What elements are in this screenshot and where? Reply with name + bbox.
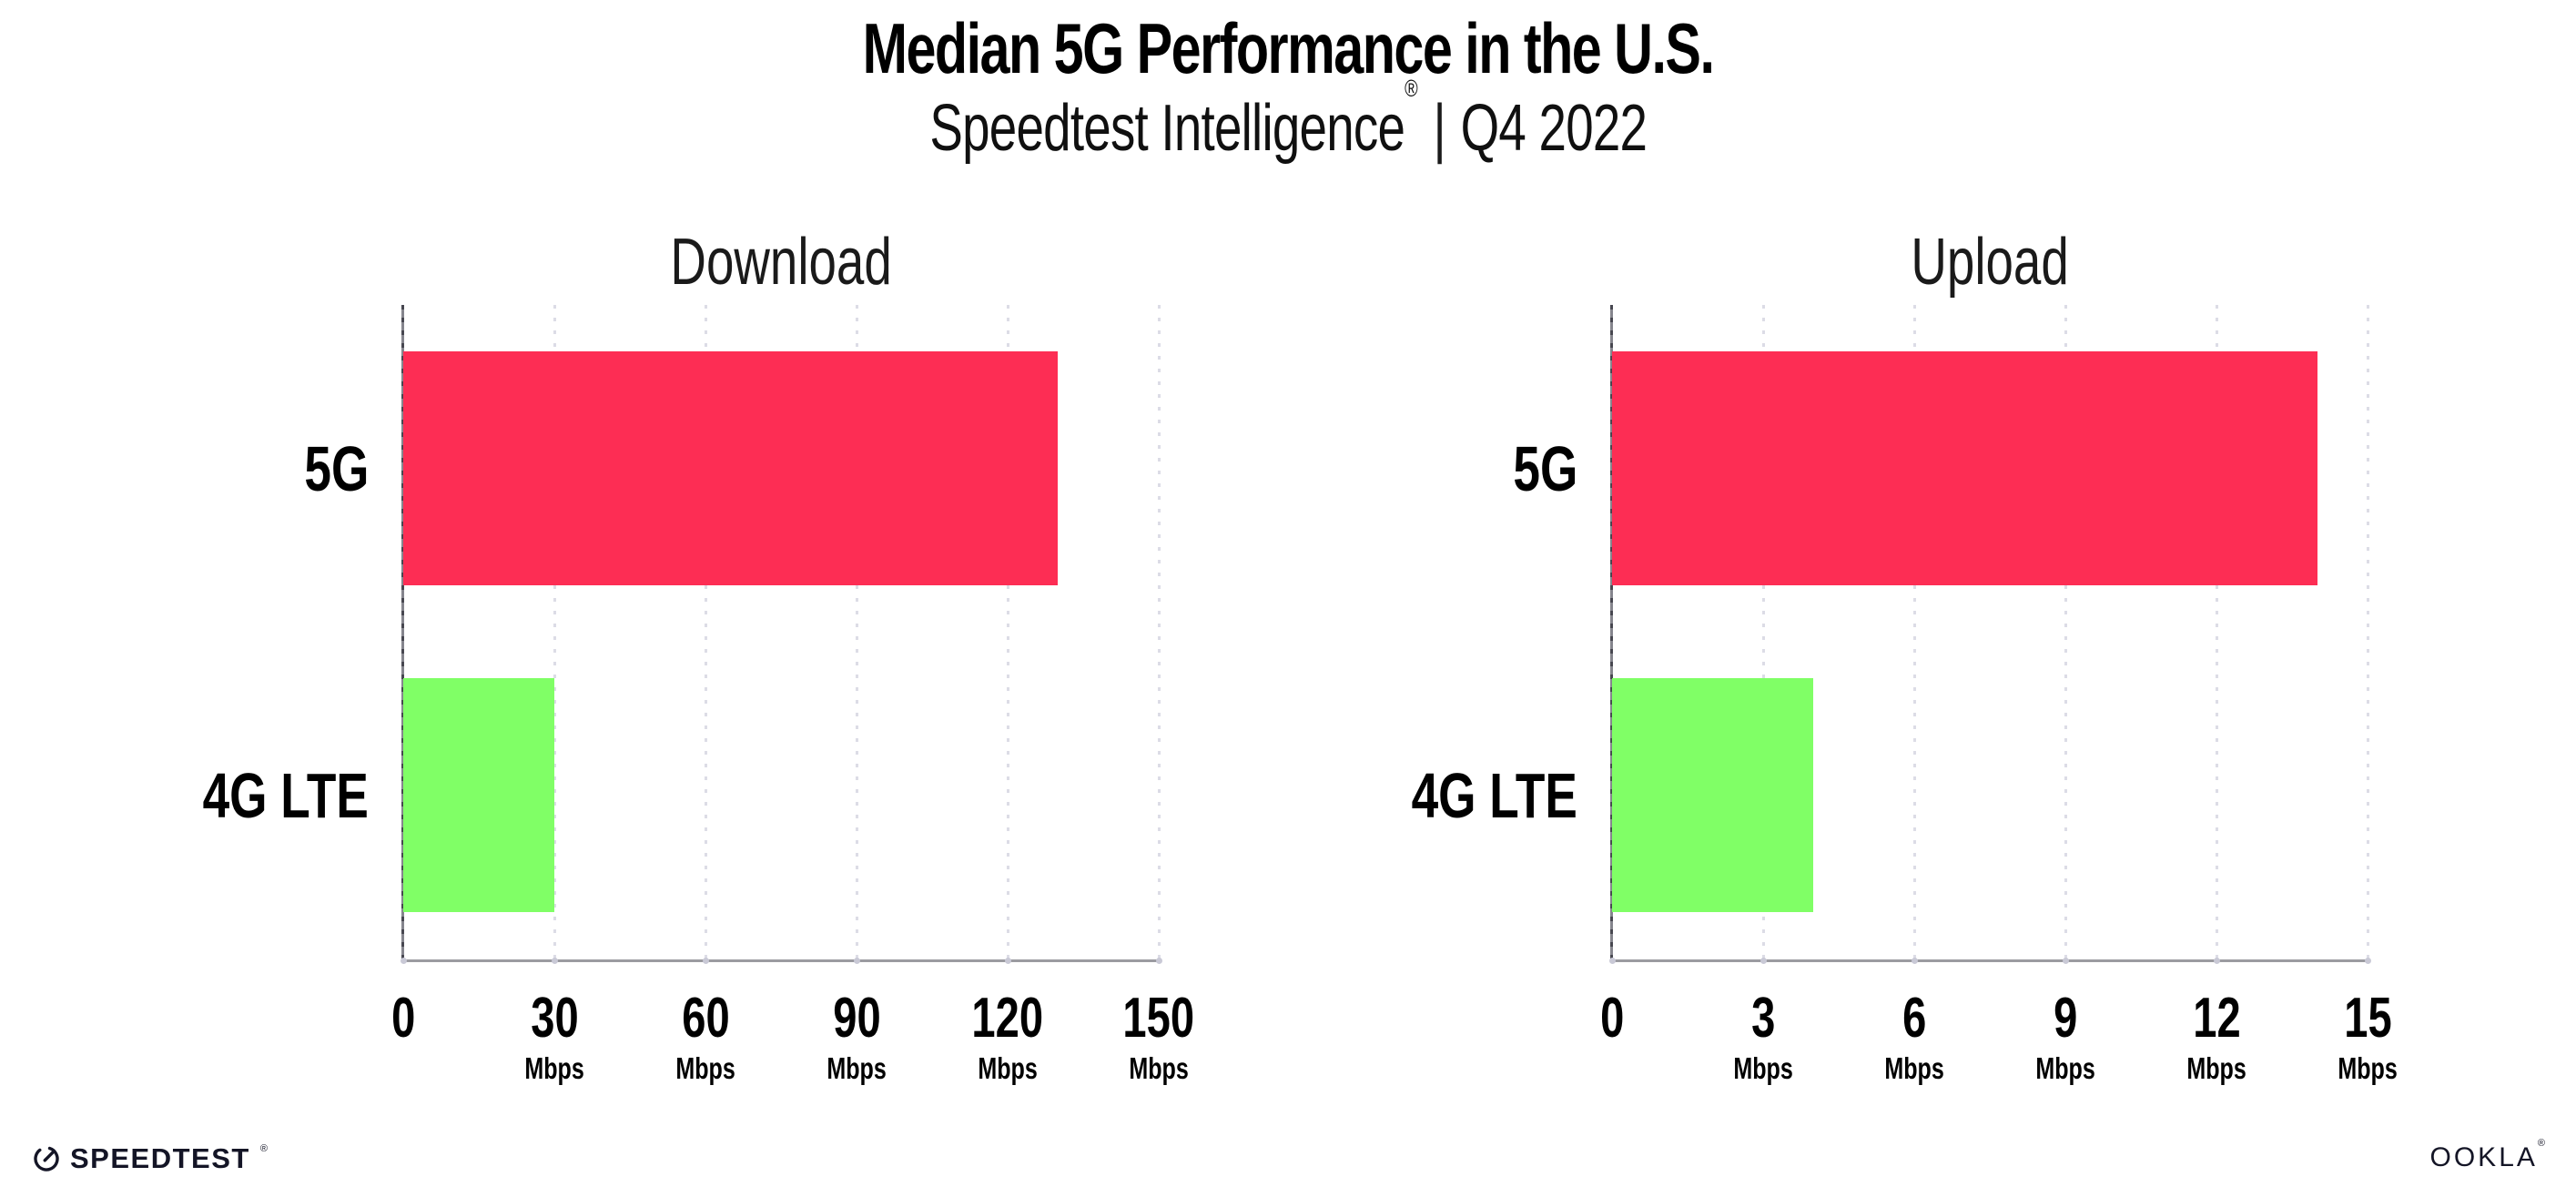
- x-tick-60: 60 Mbps: [596, 989, 815, 1084]
- registered-trademark-icon: ®: [1404, 75, 1418, 102]
- registered-trademark-icon: ®: [2537, 1138, 2545, 1149]
- ookla-logo: OOKLA®: [2429, 1138, 2545, 1173]
- x-tick-label: 90: [832, 987, 881, 1050]
- subtitle-separator: |: [1433, 92, 1445, 165]
- axis-tick-dot: [854, 958, 860, 964]
- x-tick-label: 9: [2053, 987, 2078, 1050]
- speedtest-logo-text: SPEEDTEST: [70, 1142, 250, 1174]
- subtitle-brand: Speedtest Intelligence: [929, 92, 1405, 165]
- x-tick-0: 0: [294, 989, 512, 1048]
- x-tick-unit-label: Mbps: [827, 1051, 887, 1085]
- x-tick-6: 6 Mbps: [1805, 989, 2023, 1084]
- x-tick-0: 0: [1503, 989, 1721, 1048]
- x-tick-label: 3: [1750, 987, 1776, 1050]
- x-axis-line: [401, 959, 1161, 962]
- x-tick-unit-label: Mbps: [2186, 1051, 2246, 1085]
- bar-5g-upload: [1612, 351, 2317, 585]
- x-tick-9: 9 Mbps: [1956, 989, 2175, 1084]
- axis-tick-dot: [2365, 958, 2371, 964]
- gridline-12: [2216, 305, 2218, 959]
- x-tick-label: 0: [1599, 987, 1625, 1050]
- axis-tick-dot: [1760, 958, 1767, 964]
- x-tick-90: 90 Mbps: [747, 989, 966, 1084]
- y-axis-line: [401, 305, 404, 963]
- axis-tick-dot: [2063, 958, 2069, 964]
- x-tick-120: 120 Mbps: [898, 989, 1117, 1084]
- x-tick-label: 0: [390, 987, 416, 1050]
- page-subtitle: Speedtest Intelligence® | Q4 2022: [0, 75, 2576, 166]
- x-tick-unit-label: Mbps: [1129, 1051, 1189, 1085]
- gridline-9: [2064, 305, 2067, 959]
- x-tick-label: 12: [2192, 987, 2241, 1050]
- axis-tick-dot: [1609, 958, 1616, 964]
- x-tick-label: 30: [530, 987, 579, 1050]
- gridline-90: [856, 305, 858, 959]
- speedtest-gauge-icon: [34, 1146, 59, 1172]
- gridline-60: [705, 305, 707, 959]
- gridline-150: [1158, 305, 1161, 959]
- axis-tick-dot: [2214, 958, 2220, 964]
- x-tick-unit-label: Mbps: [524, 1051, 584, 1085]
- x-tick-unit-label: Mbps: [978, 1051, 1038, 1085]
- axis-tick-dot: [401, 958, 407, 964]
- x-tick-12: 12 Mbps: [2107, 989, 2326, 1084]
- x-tick-label: 15: [2343, 987, 2392, 1050]
- gridline-6: [1913, 305, 1916, 959]
- download-plot-area: 0 30 Mbps 60 Mbps 90 Mbps 120 Mbps 150 Mbps 5G 4G LT…: [203, 305, 1194, 1084]
- axis-tick-dot: [703, 958, 709, 964]
- category-label-4g-lte: 4G LTE: [202, 759, 369, 831]
- subtitle-period: Q4 2022: [1460, 92, 1647, 165]
- x-tick-label: 150: [1122, 987, 1195, 1050]
- x-tick-unit-label: Mbps: [1733, 1051, 1793, 1085]
- x-axis-line: [1610, 959, 2369, 962]
- download-chart-title: Download: [670, 226, 892, 299]
- gridline-15: [2367, 305, 2369, 959]
- x-tick-30: 30 Mbps: [445, 989, 664, 1084]
- gridline-30: [553, 305, 556, 959]
- bar-5g-download: [403, 351, 1058, 585]
- x-tick-label: 60: [681, 987, 730, 1050]
- gridline-120: [1007, 305, 1009, 959]
- x-tick-label: 120: [971, 987, 1044, 1050]
- axis-tick-dot: [1156, 958, 1162, 964]
- x-tick-15: 15 Mbps: [2258, 989, 2477, 1084]
- category-label-4g-lte: 4G LTE: [1411, 759, 1577, 831]
- x-tick-label: 6: [1902, 987, 1927, 1050]
- x-tick-3: 3 Mbps: [1654, 989, 1872, 1084]
- y-axis-line: [1610, 305, 1613, 963]
- x-tick-unit-label: Mbps: [675, 1051, 735, 1085]
- x-tick-unit-label: Mbps: [1884, 1051, 1944, 1085]
- x-tick-150: 150 Mbps: [1050, 989, 1268, 1084]
- bar-4g-lte-upload: [1612, 678, 1813, 912]
- page-title: Median 5G Performance in the U.S.: [0, 7, 2576, 90]
- axis-tick-dot: [552, 958, 558, 964]
- upload-plot-area: 0 3 Mbps 6 Mbps 9 Mbps 12 Mbps 15 Mbps 5G 4G LTE: [1412, 305, 2398, 1084]
- bar-4g-lte-download: [403, 678, 554, 912]
- x-tick-unit-label: Mbps: [2035, 1051, 2095, 1085]
- page-title-text: Median 5G Performance in the U.S.: [862, 8, 1715, 88]
- category-label-5g: 5G: [304, 432, 369, 504]
- axis-tick-dot: [1005, 958, 1011, 964]
- upload-chart-title: Upload: [1911, 226, 2069, 299]
- x-tick-unit-label: Mbps: [2338, 1051, 2398, 1085]
- ookla-logo-text: OOKLA: [2429, 1142, 2538, 1172]
- axis-tick-dot: [1912, 958, 1918, 964]
- gridline-3: [1762, 305, 1765, 959]
- category-label-5g: 5G: [1513, 432, 1577, 504]
- registered-trademark-icon: ®: [259, 1143, 268, 1154]
- speedtest-logo: SPEEDTEST ®: [33, 1142, 268, 1175]
